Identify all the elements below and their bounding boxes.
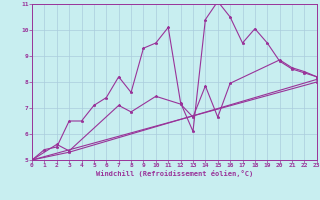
X-axis label: Windchill (Refroidissement éolien,°C): Windchill (Refroidissement éolien,°C): [96, 170, 253, 177]
